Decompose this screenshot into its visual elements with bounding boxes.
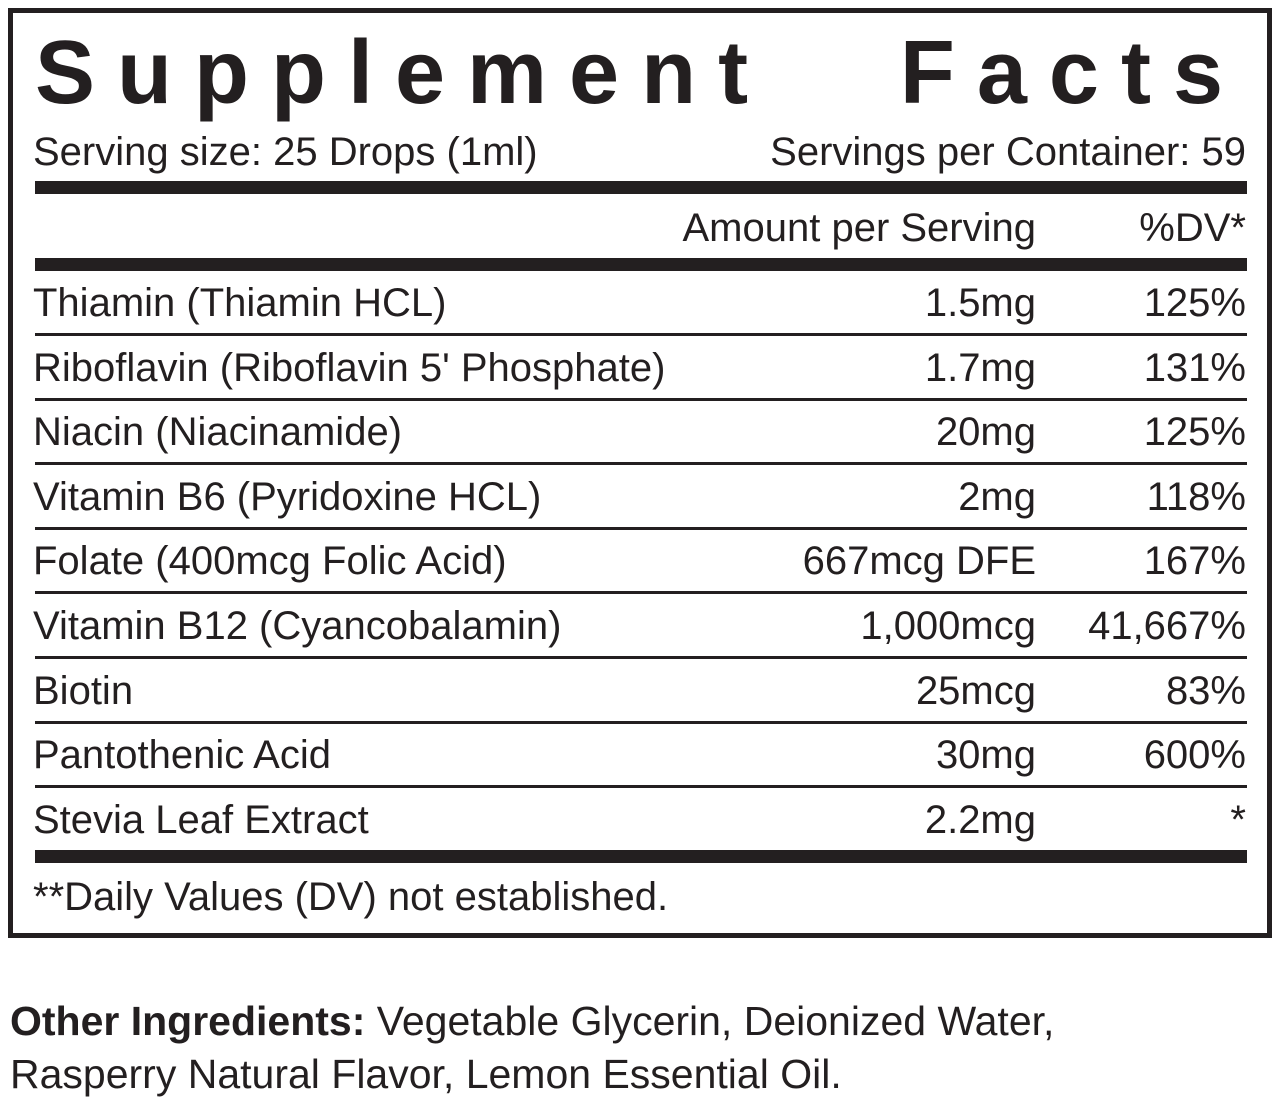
amount-header: Amount per Serving: [682, 206, 1036, 250]
title: Supplement Facts: [35, 23, 1245, 123]
row-rule: [35, 785, 1247, 789]
nutrient-amount: 667mcg DFE: [802, 539, 1036, 584]
nutrient-dv: 41,667%: [1088, 604, 1246, 648]
nutrient-amount: 30mg: [935, 733, 1036, 778]
dv-header: %DV*: [1139, 206, 1246, 250]
nutrient-name: Thiamin (Thiamin HCL): [33, 281, 447, 325]
row-rule: [35, 656, 1247, 659]
nutrient-name: Vitamin B12 (Cyancobalamin): [33, 604, 562, 648]
footnote: **Daily Values (DV) not established.: [33, 875, 669, 919]
nutrient-dv: 83%: [1165, 668, 1246, 713]
row-rule: [35, 526, 1247, 530]
row-rule: [35, 397, 1247, 401]
thick-rule: [35, 258, 1247, 271]
nutrient-amount: 1,000mcg: [860, 604, 1036, 648]
nutrient-name: Biotin: [33, 668, 134, 713]
nutrient-amount: 20mg: [935, 410, 1036, 455]
nutrient-name: Pantothenic Acid: [33, 733, 331, 778]
row-rule: [35, 591, 1247, 595]
thick-rule: [35, 181, 1247, 194]
row-rule: [35, 462, 1247, 466]
nutrient-dv: 125%: [1143, 281, 1246, 325]
nutrient-dv: 600%: [1143, 733, 1246, 778]
nutrient-name: Niacin (Niacinamide): [33, 410, 403, 455]
row-rule: [35, 333, 1247, 336]
servings-per-container: Servings per Container: 59: [770, 130, 1246, 174]
nutrient-amount: 2.2mg: [924, 797, 1036, 842]
nutrient-dv: 131%: [1143, 345, 1246, 390]
serving-size: Serving size: 25 Drops (1ml): [33, 130, 538, 174]
other-ingredients-text: Vegetable Glycerin, Deionized Water, Ras…: [10, 998, 1055, 1097]
nutrient-amount: 2mg: [958, 474, 1036, 519]
nutrient-dv: *: [1230, 797, 1246, 842]
nutrient-name: Vitamin B6 (Pyridoxine HCL): [33, 474, 542, 519]
facts-panel: [8, 8, 1272, 938]
nutrient-name: Stevia Leaf Extract: [33, 797, 369, 842]
nutrient-amount: 1.5mg: [924, 281, 1036, 325]
thick-rule: [35, 850, 1247, 863]
nutrient-dv: 167%: [1143, 539, 1246, 584]
nutrient-dv: 125%: [1143, 410, 1246, 455]
nutrient-dv: 118%: [1146, 474, 1246, 519]
nutrient-amount: 1.7mg: [924, 345, 1036, 390]
nutrient-name: Riboflavin (Riboflavin 5' Phosphate): [33, 345, 666, 390]
nutrient-name: Folate (400mcg Folic Acid): [33, 539, 507, 584]
row-rule: [35, 720, 1247, 724]
other-ingredients: Other Ingredients: Vegetable Glycerin, D…: [10, 995, 1210, 1101]
nutrient-amount: 25mcg: [915, 668, 1036, 713]
other-ingredients-label: Other Ingredients:: [10, 998, 366, 1044]
